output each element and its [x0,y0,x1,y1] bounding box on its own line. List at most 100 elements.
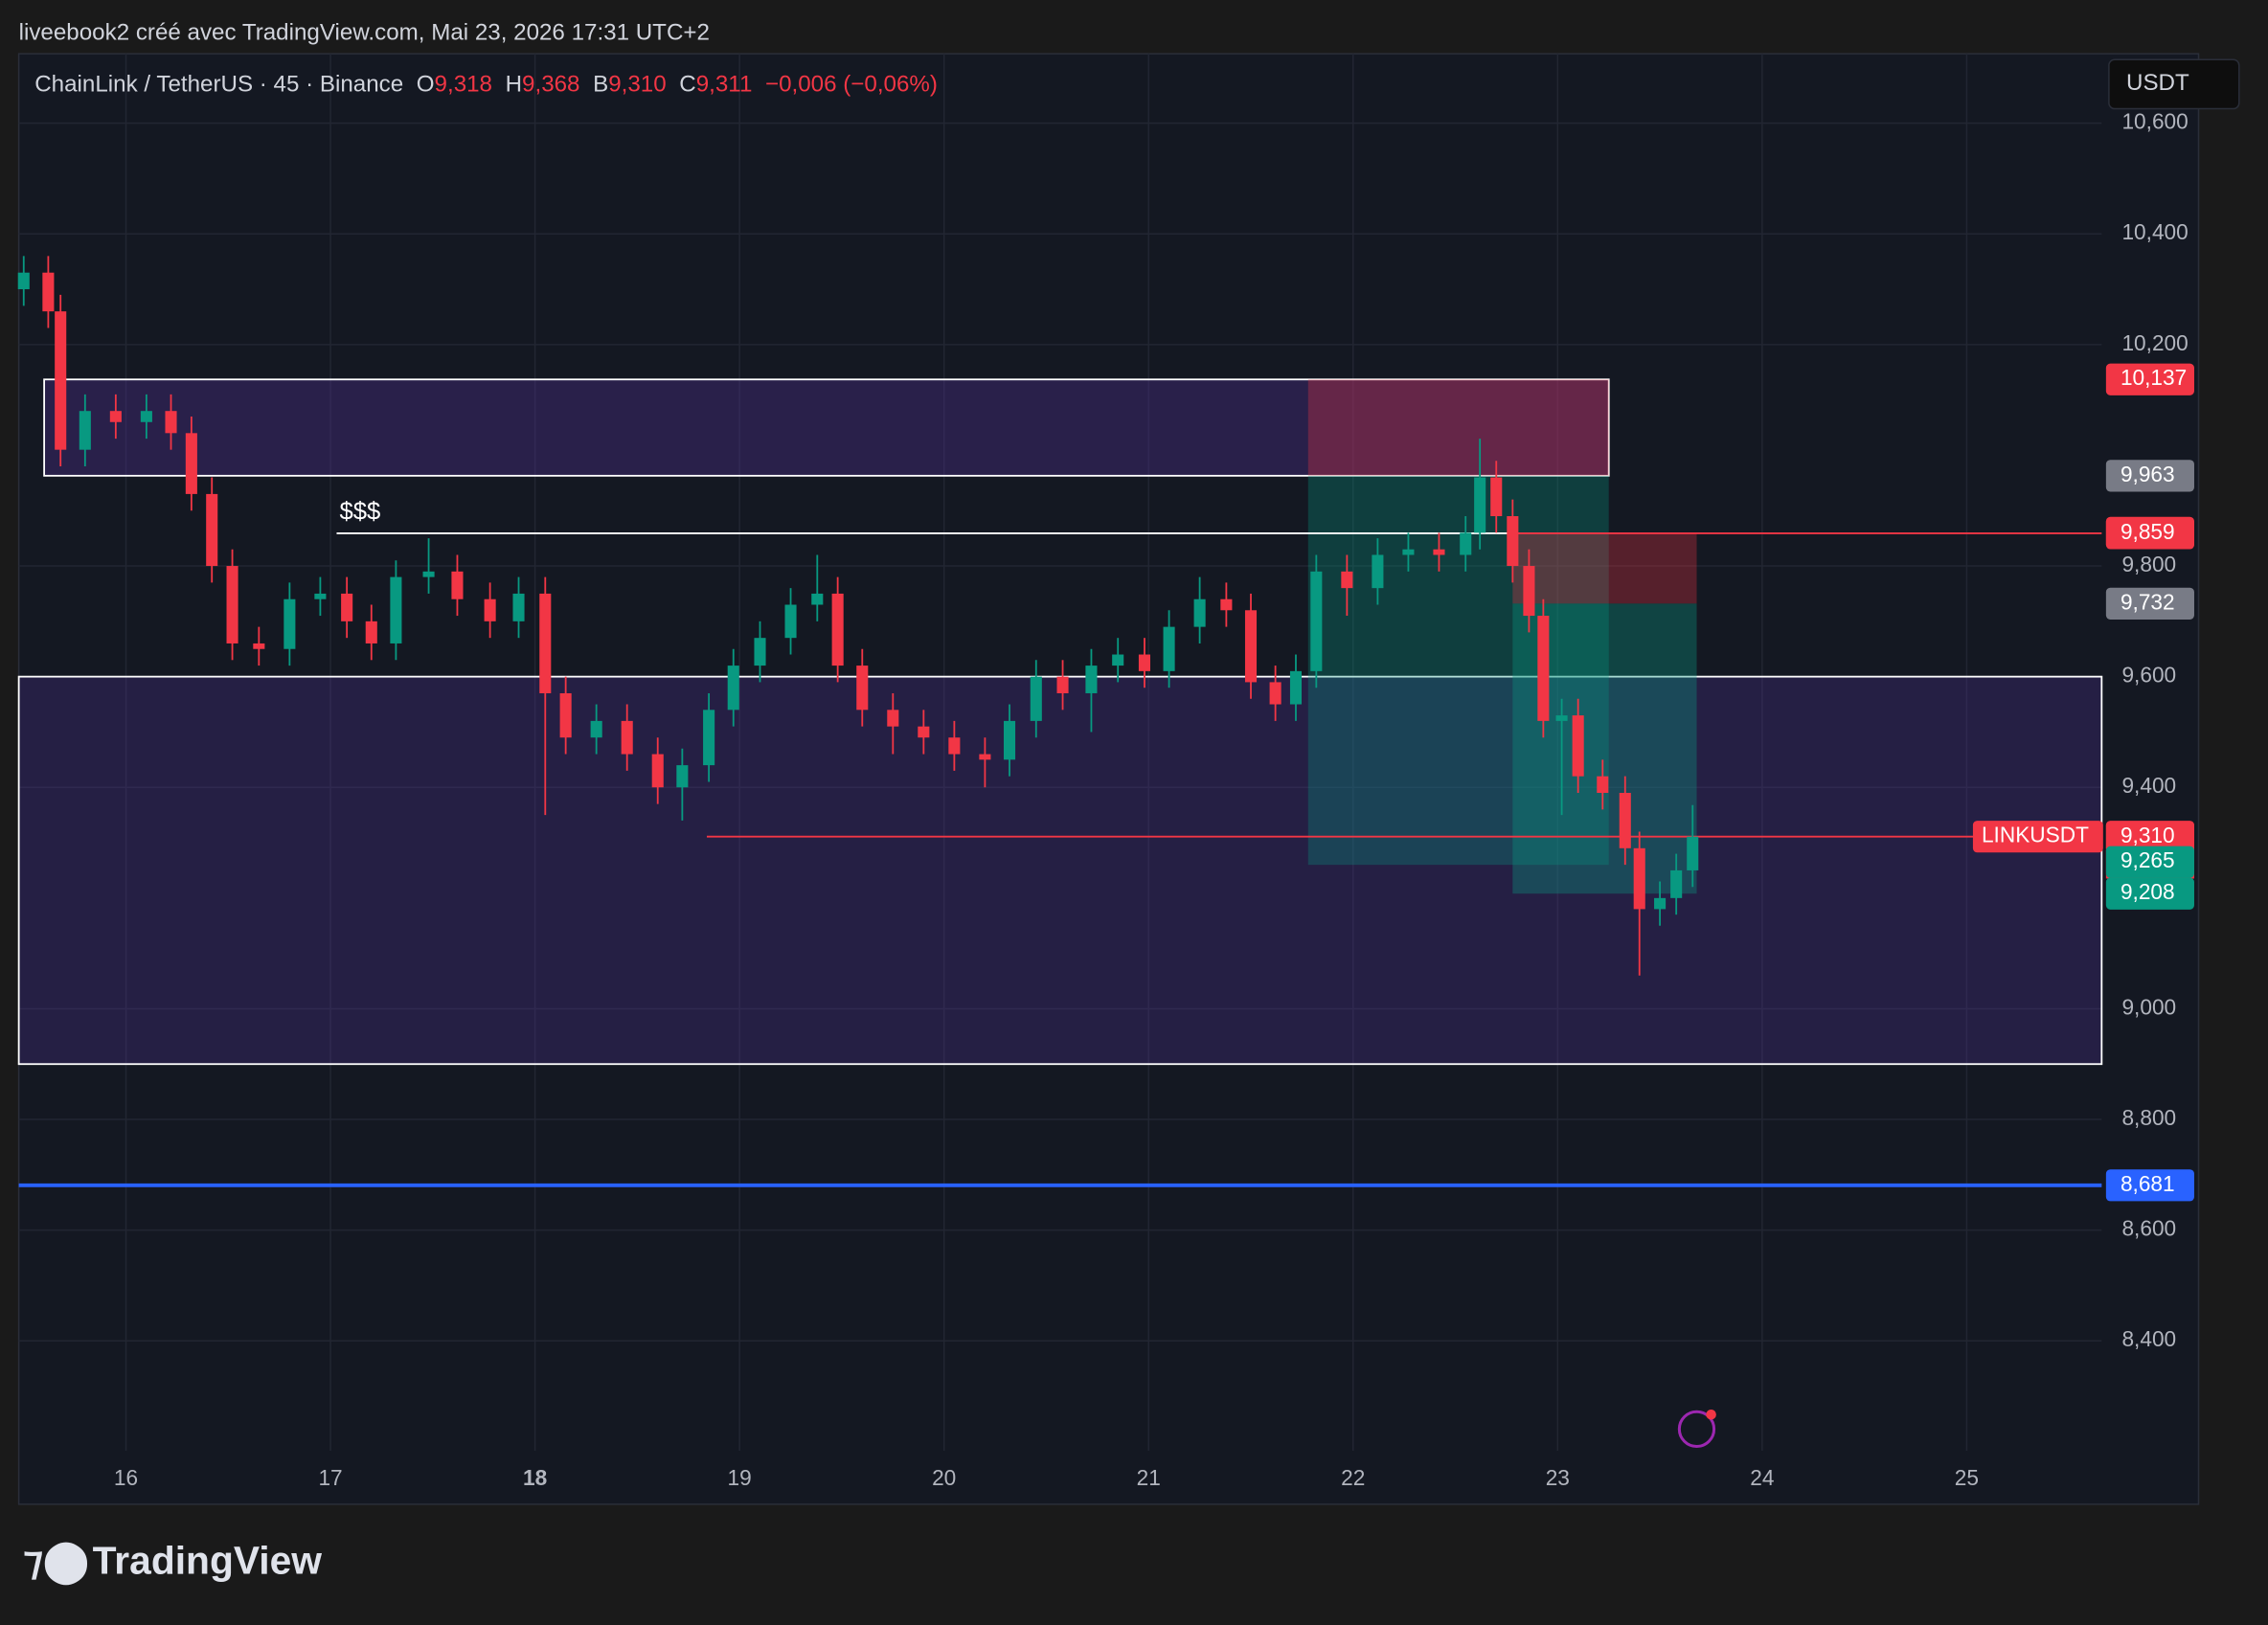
candle-body [621,720,633,755]
candle-body [206,493,218,567]
candle-body [754,638,766,666]
candle-body [559,692,572,738]
candle-body [1523,566,1535,617]
legend: ChainLink / TetherUS · 45 · Binance O9,31… [34,72,938,98]
ohlc-value: 9,311 [696,72,753,98]
candle-body [1372,554,1384,589]
price-tag [2105,363,2194,395]
candle-body [314,593,327,599]
price-tag-label: 10,137 [2121,365,2187,390]
ohlc-key: H [506,72,522,98]
price-tag-label: 9,963 [2121,462,2175,486]
x-tick-label: 21 [1137,1465,1161,1490]
candle-body [1537,616,1550,721]
candle-body [55,311,67,450]
candle-body [1056,676,1069,693]
ohlc-value: 9,318 [435,72,492,98]
candle-body [1633,847,1645,910]
candle-body [1654,897,1667,910]
price-tag [2105,517,2194,550]
candle-body [1402,549,1415,555]
candle-body [226,566,238,643]
candle-body [390,576,402,643]
candle-body [1597,776,1609,794]
candle-body [1507,516,1519,567]
candle-body [1193,598,1206,627]
y-tick-label: 10,200 [2121,330,2188,355]
candle-body [1670,869,1683,898]
candle-body [1138,654,1150,671]
x-tick-label: 16 [114,1465,138,1490]
candle-body [484,598,496,621]
candle-body [185,433,197,494]
y-tick-label: 10,600 [2121,109,2188,134]
candle-body [676,765,689,788]
candle-body [1269,682,1281,705]
candle-body [1220,598,1233,611]
watermark: liveebook2 créé avec TradingView.com, Ma… [19,19,710,45]
plot-area [17,54,2103,1452]
alert-icon[interactable] [1677,1410,1716,1448]
candle-body [856,666,869,711]
candle-body [1619,793,1631,848]
candle-body [140,411,152,422]
candle-body [109,411,122,422]
candle-body [365,621,377,643]
y-tick-label: 8,400 [2121,1326,2176,1351]
x-tick-label: 20 [932,1465,956,1490]
candle-body [1244,610,1258,683]
symbol-tag [1972,821,2103,853]
x-tick-label: 22 [1341,1465,1365,1490]
candle-body [539,593,552,693]
x-tick-label: 24 [1750,1465,1774,1490]
candle-body [948,737,961,755]
x-tick-label: 17 [318,1465,342,1490]
candle-body [1341,571,1353,589]
candle-body [1085,666,1098,693]
zone [1512,532,1697,604]
x-tick-label: 18 [523,1465,547,1490]
candle-body [79,411,91,450]
zone [1307,379,1609,476]
candle-body [165,411,177,434]
y-tick-label: 10,400 [2121,219,2188,244]
ohlc-key: C [679,72,695,98]
candle-body [784,604,797,639]
price-tag [2105,877,2194,910]
candle-body [590,720,602,738]
candle-body [451,571,464,599]
x-tick-label: 25 [1955,1465,1979,1490]
candle-body [341,593,353,621]
annotation: $$$ [339,499,380,526]
candle-body [979,754,991,760]
zone [1307,475,1609,866]
price-tag [2105,460,2194,492]
y-tick-label: 8,600 [2121,1216,2176,1241]
candle-body [811,593,824,605]
candle-body [651,754,664,788]
candle-body [831,593,844,666]
price-tag-label: 9,859 [2121,519,2175,544]
candle-body [918,726,930,738]
candle-body [1572,715,1584,777]
currency-button[interactable] [2108,58,2240,110]
ohlc-value: 9,310 [608,72,666,98]
price-tag-label: 9,265 [2121,847,2175,872]
candle-body [1474,477,1486,533]
ohlc-key: O [417,72,435,98]
candle-body [703,710,715,766]
price-tag-label: 8,681 [2121,1171,2175,1196]
price-tag [2105,821,2194,853]
candle-body [1687,836,1699,870]
price-tag [2105,587,2194,620]
candle-body [512,593,525,621]
y-tick-label: 9,800 [2121,552,2176,576]
price-tag-label: 9,310 [2121,823,2175,847]
candle-body [1289,670,1303,705]
currency[interactable]: USDT [2126,70,2189,96]
zone [43,378,1610,477]
candle-body [17,272,30,290]
x-tick-label: 19 [728,1465,752,1490]
symbol-title: ChainLink / TetherUS · 45 · Binance [34,72,403,98]
logo-mark: ⁊⬤ [23,1538,88,1586]
